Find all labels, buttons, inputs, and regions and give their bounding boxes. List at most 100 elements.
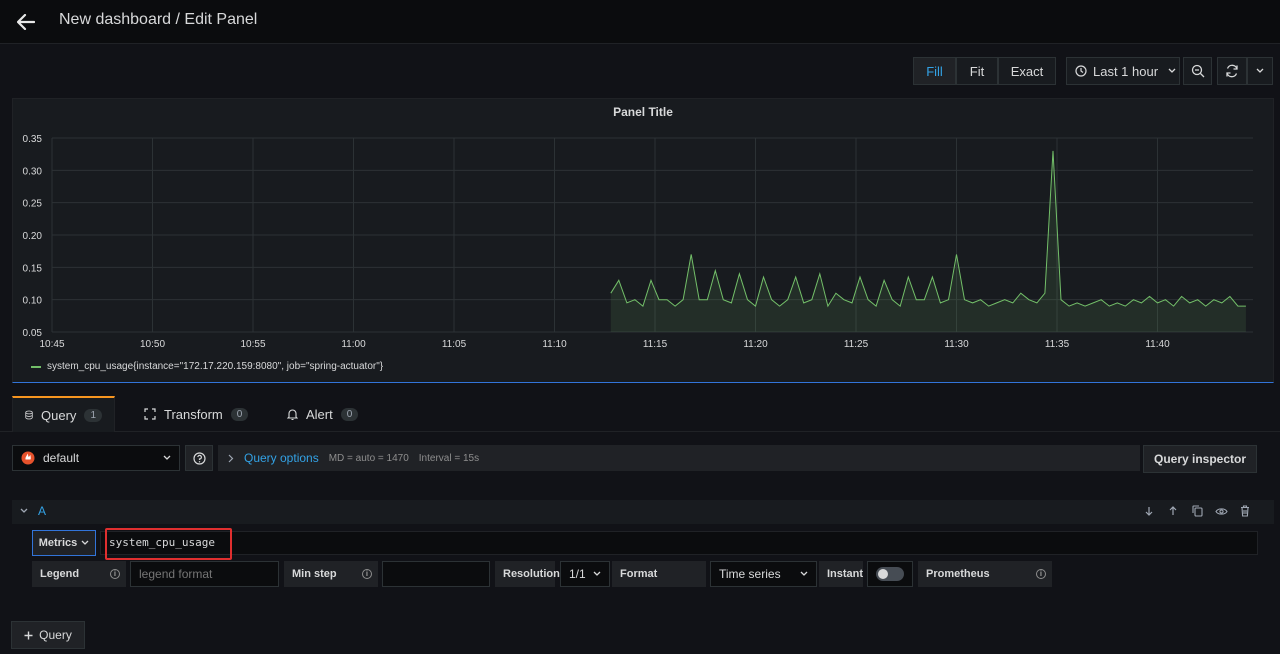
panel-toolbar: Fill Fit Exact Last 1 hour [0, 44, 1280, 98]
x-tick-label: 11:20 [743, 339, 768, 350]
legend-swatch [31, 365, 41, 368]
promql-query-input[interactable]: system_cpu_usage [100, 531, 1258, 555]
y-tick-label: 0.25 [23, 199, 43, 210]
clock-icon [1075, 65, 1087, 77]
x-tick-label: 10:55 [240, 339, 265, 350]
graph-panel: Panel Title 0.05 0.10 0.15 0.20 0.25 0.30 0.35… [12, 98, 1274, 383]
query-row-actions [1142, 504, 1252, 518]
query-row-header: A [12, 500, 1274, 524]
tab-transform[interactable]: Transform 0 [132, 396, 260, 432]
max-data-points: MD = auto = 1470 [328, 452, 409, 464]
arrow-down-icon [1145, 507, 1153, 516]
chevron-down-icon [1256, 68, 1264, 73]
chevron-down-icon [800, 571, 808, 576]
legend-format-input[interactable] [130, 561, 279, 587]
resolution-select[interactable]: 1/1 [560, 561, 610, 587]
x-tick-label: 11:10 [542, 339, 567, 350]
tab-query[interactable]: Query 1 [12, 396, 115, 432]
format-value: Time series [719, 567, 781, 581]
move-down-button[interactable] [1142, 504, 1156, 518]
add-query-button[interactable]: Query [11, 621, 85, 649]
tab-query-label: Query [41, 407, 77, 423]
series-line[interactable] [610, 150, 1246, 308]
datasource-name: default [43, 451, 80, 465]
format-field-label: Format [612, 561, 706, 587]
instant-field-label: Instant [819, 561, 863, 587]
format-select[interactable]: Time series [710, 561, 817, 587]
instant-toggle[interactable] [867, 561, 913, 587]
legend-field-label: Legend i [32, 561, 126, 587]
metrics-button-label: Metrics [38, 537, 78, 549]
time-range-label: Last 1 hour [1093, 63, 1159, 79]
exact-button[interactable]: Exact [998, 57, 1056, 85]
top-bar: New dashboard / Edit Panel [0, 0, 1280, 44]
copy-icon [1191, 505, 1203, 517]
page-title: New dashboard / Edit Panel [59, 11, 258, 28]
query-inspector-button[interactable]: Query inspector [1143, 445, 1257, 473]
datasource-help-button[interactable] [185, 445, 213, 471]
tab-alert-label: Alert [306, 406, 333, 422]
x-tick-label: 11:05 [442, 339, 467, 350]
query-row-toggle[interactable]: A [20, 504, 46, 518]
chevron-down-icon [20, 508, 28, 513]
zoom-out-icon [1191, 64, 1204, 78]
x-tick-label: 11:25 [844, 339, 869, 350]
y-tick-label: 0.15 [23, 263, 43, 274]
min-step-label-text: Min step [292, 568, 337, 580]
tab-transform-count: 0 [230, 407, 249, 421]
chart-legend[interactable]: system_cpu_usage{instance="172.17.220.15… [31, 361, 383, 372]
fit-button[interactable]: Fit [956, 57, 998, 85]
tab-transform-label: Transform [164, 406, 223, 422]
duplicate-query-button[interactable] [1190, 504, 1204, 518]
info-icon[interactable]: i [1036, 569, 1046, 579]
transform-icon [144, 408, 156, 420]
toggle-knob [878, 569, 888, 579]
chevron-down-icon [593, 571, 601, 576]
query-options-link[interactable]: Query options [244, 451, 319, 465]
y-tick-label: 0.20 [23, 231, 43, 242]
question-circle-icon [192, 451, 206, 465]
arrow-up-icon [1169, 506, 1177, 515]
time-range-picker[interactable]: Last 1 hour [1066, 57, 1180, 85]
fill-button[interactable]: Fill [913, 57, 956, 85]
editor-tabs: Query 1 Transform 0 Alert 0 [0, 396, 1280, 432]
tab-query-count: 1 [84, 408, 102, 422]
y-tick-label: 0.05 [23, 328, 43, 339]
zoom-out-button[interactable] [1183, 57, 1212, 85]
delete-query-button[interactable] [1238, 504, 1252, 518]
query-options-bar: Query options MD = auto = 1470 Interval … [218, 445, 1140, 471]
datasource-picker[interactable]: default [12, 445, 180, 471]
prometheus-label-text: Prometheus [926, 568, 990, 580]
tab-alert[interactable]: Alert 0 [275, 396, 370, 432]
min-step-field-label: Min step i [284, 561, 378, 587]
query-interval: Interval = 15s [418, 452, 480, 464]
tab-alert-count: 0 [340, 407, 359, 421]
back-button[interactable] [14, 10, 38, 34]
refresh-interval-button[interactable] [1247, 57, 1273, 85]
legend-label: system_cpu_usage{instance="172.17.220.15… [47, 361, 384, 372]
trash-icon [1241, 505, 1249, 517]
toggle-visibility-button[interactable] [1214, 504, 1228, 518]
arrow-left-icon [17, 14, 35, 30]
legend-label-text: Legend [40, 568, 80, 580]
refresh-button[interactable] [1217, 57, 1247, 85]
x-tick-label: 11:30 [944, 339, 969, 350]
y-tick-label: 0.35 [23, 134, 43, 145]
x-tick-label: 10:45 [39, 339, 64, 350]
info-icon[interactable]: i [110, 569, 120, 579]
chevron-down-icon [163, 455, 171, 460]
move-up-button[interactable] [1166, 504, 1180, 518]
database-icon [25, 410, 33, 420]
metrics-browser-button[interactable]: Metrics [32, 530, 96, 556]
min-step-input[interactable] [382, 561, 490, 587]
eye-icon [1214, 507, 1228, 515]
panel-title[interactable]: Panel Title [613, 105, 673, 119]
resolution-value: 1/1 [569, 567, 586, 581]
plus-icon [24, 631, 33, 639]
info-icon[interactable]: i [362, 569, 372, 579]
bell-icon [287, 409, 298, 420]
prometheus-icon [21, 451, 35, 465]
add-query-label: Query [39, 628, 72, 642]
chevron-right-icon [228, 454, 234, 462]
x-tick-label: 11:35 [1045, 339, 1070, 350]
